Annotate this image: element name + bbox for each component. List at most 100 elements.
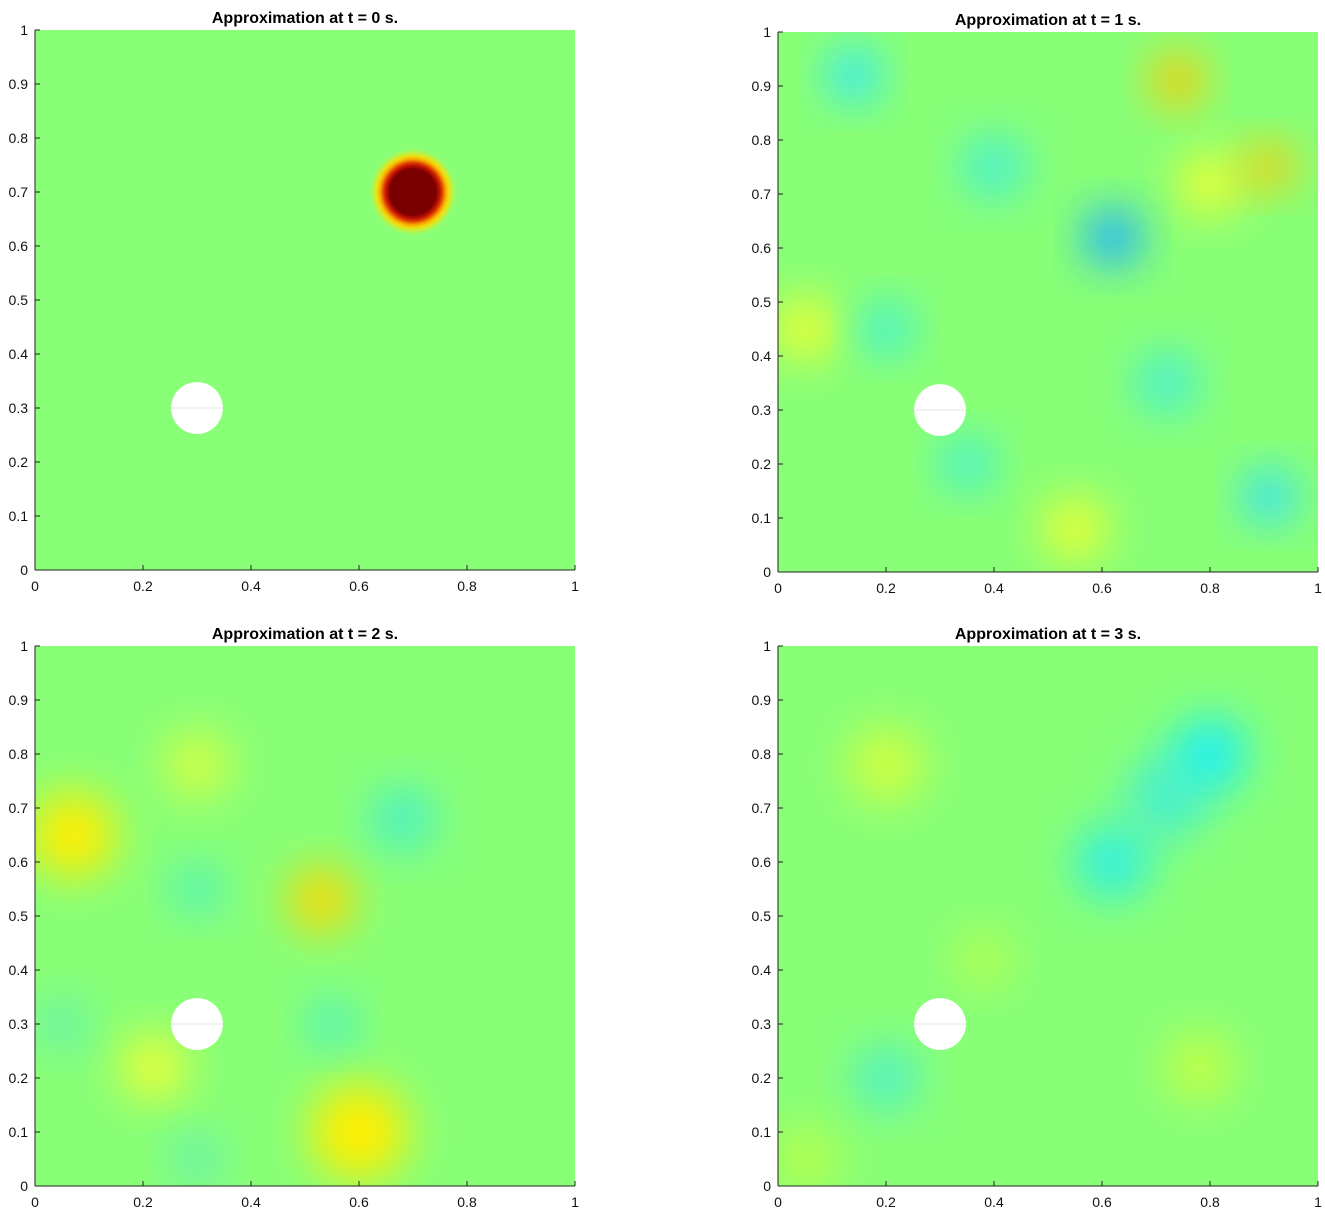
y-tick-label: 0.8 bbox=[752, 746, 772, 762]
y-tick-label: 0.6 bbox=[9, 854, 29, 870]
y-tick-label: 0.4 bbox=[752, 962, 772, 978]
field-blob bbox=[1075, 824, 1151, 900]
field-blob bbox=[940, 437, 994, 491]
field-background bbox=[778, 646, 1318, 1186]
x-tick-label: 0.2 bbox=[876, 1194, 896, 1210]
field-blob bbox=[1177, 150, 1243, 216]
field-blob bbox=[1242, 469, 1297, 524]
field-features bbox=[35, 732, 435, 1184]
y-tick-label: 1 bbox=[763, 638, 771, 654]
x-tick-label: 1 bbox=[571, 1194, 579, 1210]
field-blob bbox=[848, 727, 924, 803]
heatmap-svg: 0 0.2 0.4 0.6 0.8 1 0 0.1 0.2 0.3 0.4 0.5 0.6 0.7 0.8 0… bbox=[9, 626, 580, 1210]
field-blob bbox=[288, 867, 354, 933]
field-features bbox=[778, 716, 1248, 1186]
x-tick-label: 0 bbox=[774, 1194, 782, 1210]
y-tick-label: 0.2 bbox=[9, 1070, 29, 1086]
x-tick-label: 0.6 bbox=[349, 1194, 369, 1210]
x-tick-label: 0 bbox=[774, 580, 782, 596]
field-blob bbox=[310, 1083, 408, 1181]
y-tick-label: 0.3 bbox=[752, 1016, 772, 1032]
field-blob bbox=[121, 1034, 187, 1100]
x-tick-label: 0.2 bbox=[876, 580, 896, 596]
x-tick-label: 0 bbox=[31, 578, 39, 594]
y-tick-label: 0.3 bbox=[9, 1016, 29, 1032]
y-tick-label: 0.1 bbox=[752, 510, 772, 526]
heatmap-svg: 0 0.2 0.4 0.6 0.8 1 0 0.1 0.2 0.3 0.4 0.5 0.6 0.7 0.8 0… bbox=[752, 12, 1323, 596]
x-tick-label: 0.8 bbox=[457, 1194, 477, 1210]
field-blob bbox=[1042, 496, 1108, 562]
field-blob bbox=[37, 999, 87, 1049]
y-tick-label: 0.9 bbox=[752, 78, 772, 94]
x-tick-label: 0.4 bbox=[984, 580, 1004, 596]
chart-title: Approximation at t = 1 s. bbox=[955, 12, 1141, 29]
field-blob bbox=[961, 134, 1027, 200]
field-blob bbox=[172, 864, 222, 914]
y-tick-label: 0.9 bbox=[752, 692, 772, 708]
chart-title: Approximation at t = 2 s. bbox=[212, 626, 398, 643]
field-blob bbox=[1172, 716, 1248, 792]
y-tick-label: 0.8 bbox=[9, 746, 29, 762]
x-tick-label: 1 bbox=[1314, 580, 1322, 596]
field-blob bbox=[1166, 1034, 1232, 1100]
field-blob bbox=[859, 302, 913, 356]
subplot-t0: 0 0.2 0.4 0.6 0.8 1 0 0.1 0.2 0.3 0.4 0.5 0.6 0.7 0.8 0… bbox=[0, 0, 600, 600]
y-tick-label: 0.1 bbox=[752, 1124, 772, 1140]
y-tick-label: 0.7 bbox=[752, 800, 772, 816]
y-tick-label: 0.5 bbox=[9, 908, 29, 924]
field-core bbox=[389, 168, 437, 216]
y-tick-label: 0.2 bbox=[752, 1070, 772, 1086]
field-blob bbox=[1150, 53, 1205, 108]
y-tick-label: 0.5 bbox=[9, 292, 29, 308]
y-tick-label: 0.3 bbox=[9, 400, 29, 416]
field-blob bbox=[778, 1126, 838, 1186]
y-tick-label: 0 bbox=[763, 564, 771, 580]
y-tick-label: 0.1 bbox=[9, 1124, 29, 1140]
y-tick-label: 0.8 bbox=[9, 130, 29, 146]
subplot-t2: 0 0.2 0.4 0.6 0.8 1 0 0.1 0.2 0.3 0.4 0.5 0.6 0.7 0.8 0… bbox=[0, 616, 600, 1216]
x-tick-label: 0 bbox=[31, 1194, 39, 1210]
field-blob bbox=[778, 296, 838, 362]
field-blob bbox=[956, 932, 1011, 987]
field-blob bbox=[1083, 207, 1143, 267]
y-tick-label: 0.8 bbox=[752, 132, 772, 148]
field-blob bbox=[1245, 142, 1294, 192]
field-blob bbox=[164, 732, 230, 798]
y-tick-label: 0.7 bbox=[9, 800, 29, 816]
field-blob bbox=[853, 1045, 919, 1111]
x-tick-label: 0.8 bbox=[457, 578, 477, 594]
x-tick-label: 0.8 bbox=[1200, 1194, 1220, 1210]
y-tick-label: 0 bbox=[20, 1178, 28, 1194]
y-tick-label: 0.2 bbox=[9, 454, 29, 470]
x-tick-label: 0.8 bbox=[1200, 580, 1220, 596]
field-blob bbox=[35, 791, 116, 879]
y-tick-label: 0.4 bbox=[9, 346, 29, 362]
y-tick-label: 0.3 bbox=[752, 402, 772, 418]
field-features bbox=[374, 153, 452, 231]
y-tick-label: 1 bbox=[20, 638, 28, 654]
field-blob bbox=[1134, 350, 1200, 416]
y-tick-label: 0.7 bbox=[752, 186, 772, 202]
field-features bbox=[778, 48, 1297, 562]
x-tick-label: 0.2 bbox=[133, 1194, 153, 1210]
y-tick-label: 0.7 bbox=[9, 184, 29, 200]
y-tick-label: 0.1 bbox=[9, 508, 29, 524]
field-blob bbox=[369, 786, 435, 852]
x-tick-label: 0.2 bbox=[133, 578, 153, 594]
y-tick-label: 0.6 bbox=[752, 854, 772, 870]
x-tick-label: 0.4 bbox=[241, 578, 261, 594]
y-tick-label: 1 bbox=[20, 22, 28, 38]
x-tick-label: 1 bbox=[571, 578, 579, 594]
y-tick-label: 0.2 bbox=[752, 456, 772, 472]
x-tick-label: 1 bbox=[1314, 1194, 1322, 1210]
heatmap-svg: 0 0.2 0.4 0.6 0.8 1 0 0.1 0.2 0.3 0.4 0.5 0.6 0.7 0.8 0… bbox=[9, 10, 580, 594]
subplot-t1: 0 0.2 0.4 0.6 0.8 1 0 0.1 0.2 0.3 0.4 0.5 0.6 0.7 0.8 0… bbox=[743, 2, 1325, 602]
y-tick-label: 0.5 bbox=[752, 908, 772, 924]
field-blob bbox=[307, 999, 357, 1049]
y-tick-label: 0.9 bbox=[9, 692, 29, 708]
subplot-t3: 0 0.2 0.4 0.6 0.8 1 0 0.1 0.2 0.3 0.4 0.5 0.6 0.7 0.8 0… bbox=[743, 616, 1325, 1216]
field-blob bbox=[172, 1134, 222, 1184]
y-tick-label: 0 bbox=[763, 1178, 771, 1194]
x-tick-label: 0.4 bbox=[984, 1194, 1004, 1210]
y-tick-label: 0.4 bbox=[752, 348, 772, 364]
